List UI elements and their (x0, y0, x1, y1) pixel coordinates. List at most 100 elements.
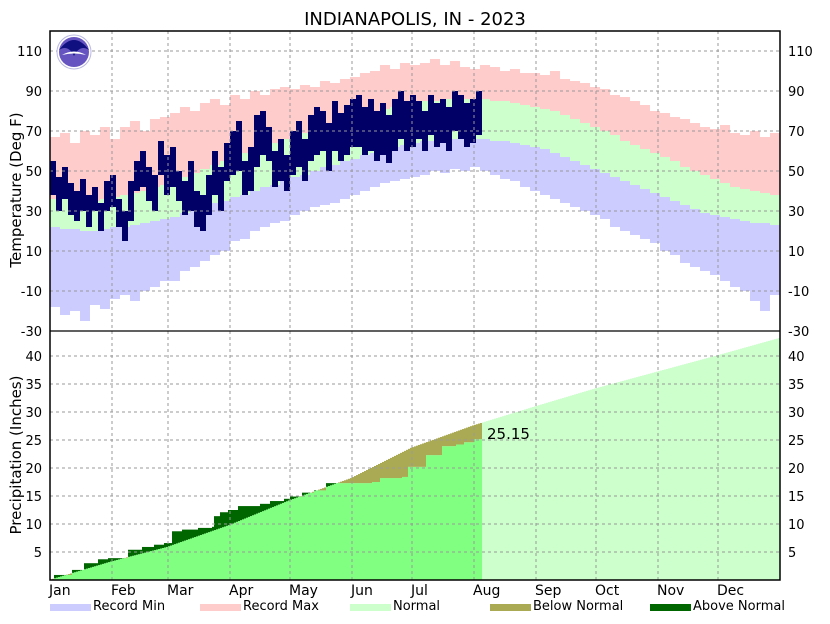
observed-precip-bar (190, 539, 192, 580)
observed-precip-bar (264, 510, 266, 580)
observed-precip-bar (446, 446, 448, 580)
normal-temp-bar (590, 127, 600, 169)
observed-precip-bar (156, 550, 158, 580)
normal-precip-bar (758, 344, 760, 580)
normal-precip-bar (686, 364, 688, 580)
precipitation-axis-label: Precipitation (Inches) (7, 376, 25, 535)
above-normal-bar (86, 563, 88, 568)
below-normal-bar (318, 490, 320, 491)
temp-tick-label-right: 30 (788, 205, 805, 220)
legend-swatch (490, 604, 531, 611)
observed-temp-bar (134, 161, 140, 191)
observed-temp-bar (260, 111, 266, 155)
normal-precip-bar (724, 353, 726, 580)
observed-temp-bar (200, 195, 206, 231)
below-normal-bar (360, 473, 362, 483)
below-normal-bar (414, 446, 416, 466)
normal-precip-bar (706, 358, 708, 580)
above-normal-bar (244, 506, 246, 518)
observed-precip-bar (216, 529, 218, 580)
observed-temp-bar (416, 101, 422, 139)
observed-precip-bar (326, 487, 328, 580)
above-normal-bar (144, 547, 146, 553)
observed-temp-bar (386, 115, 392, 163)
below-normal-bar (320, 489, 322, 490)
above-normal-bar (138, 550, 140, 554)
precip-tick-label-left: 40 (25, 350, 42, 365)
above-normal-bar (192, 530, 194, 538)
observed-precip-bar (180, 542, 182, 580)
observed-precip-bar (90, 567, 92, 580)
observed-precip-bar (118, 559, 120, 580)
record-max-bar (760, 137, 770, 193)
below-normal-bar (384, 461, 386, 478)
below-normal-bar (338, 482, 340, 483)
above-normal-bar (78, 570, 80, 571)
normal-precip-bar (618, 382, 620, 580)
record-min-bar (470, 139, 480, 167)
record-min-bar (260, 187, 270, 227)
observed-temp-bar (446, 107, 452, 151)
temperature-panel (50, 59, 780, 321)
record-min-bar (690, 209, 700, 267)
normal-precip-bar (774, 339, 776, 580)
normal-precip-bar (644, 375, 646, 580)
observed-temp-bar (182, 181, 188, 215)
normal-temp-bar (620, 141, 630, 181)
observed-precip-bar (184, 541, 186, 580)
record-min-bar (630, 185, 640, 235)
record-min-bar (150, 221, 160, 287)
normal-precip-bar (748, 346, 750, 580)
precip-tick-label-right: 15 (788, 490, 805, 505)
below-normal-bar (322, 488, 324, 490)
observed-temp-bar (194, 191, 200, 227)
precip-tick-label-left: 5 (34, 546, 42, 561)
normal-precip-bar (608, 385, 610, 580)
observed-temp-bar (248, 147, 254, 191)
observed-precip-bar (108, 562, 110, 580)
normal-precip-bar (728, 352, 730, 580)
normal-precip-bar (702, 359, 704, 580)
record-min-bar (750, 223, 760, 301)
record-max-bar (770, 133, 780, 195)
observed-precip-bar (238, 521, 240, 580)
observed-precip-bar (442, 446, 444, 580)
above-normal-bar (220, 512, 222, 528)
normal-precip-bar (666, 369, 668, 580)
normal-precip-bar (642, 375, 644, 580)
observed-precip-bar (344, 483, 346, 580)
above-normal-bar (104, 559, 106, 563)
temp-tick-label-right: 10 (788, 245, 805, 260)
observed-precip-bar (208, 532, 210, 580)
record-min-bar (510, 143, 520, 181)
precip-tick-label-left: 20 (25, 462, 42, 477)
observed-precip-bar (140, 554, 142, 580)
below-normal-bar (408, 449, 410, 467)
normal-temp-bar (700, 175, 710, 213)
normal-precip-bar (540, 405, 542, 580)
normal-precip-bar (530, 408, 532, 580)
month-label: Aug (473, 583, 500, 599)
record-min-bar (700, 213, 710, 271)
observed-temp-bar (410, 95, 416, 147)
observed-temp-bar (176, 171, 182, 201)
above-normal-bar (272, 501, 274, 507)
above-normal-bar (250, 506, 252, 516)
observed-precip-bar (220, 528, 222, 580)
observed-precip-bar (72, 573, 74, 580)
above-normal-bar (80, 570, 82, 571)
observed-temp-bar (434, 103, 440, 147)
observed-precip-bar (428, 455, 430, 580)
observed-temp-bar (308, 115, 314, 161)
normal-precip-bar (570, 396, 572, 580)
record-max-bar (570, 81, 580, 119)
below-normal-bar (418, 445, 420, 467)
observed-precip-bar (94, 566, 96, 580)
above-normal-bar (210, 528, 212, 532)
observed-temp-bar (56, 177, 62, 211)
record-min-bar (540, 149, 550, 195)
observed-temp-bar (332, 101, 338, 151)
observed-precip-bar (362, 483, 364, 580)
observed-precip-bar (126, 558, 128, 580)
above-normal-bar (96, 563, 98, 565)
